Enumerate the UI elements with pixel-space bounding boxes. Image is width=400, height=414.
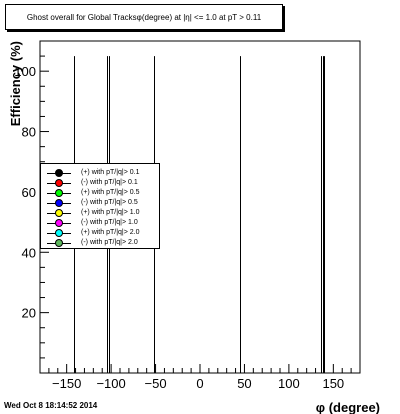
x-tick-label: 150 — [322, 376, 344, 391]
legend-marker — [55, 219, 63, 227]
y-tick-label: 40 — [22, 245, 36, 260]
legend-marker — [55, 229, 63, 237]
legend-label: (+) with pT/|q|> 2.0 — [81, 229, 140, 236]
legend-entry: (-) with pT/|q|> 0.1 — [41, 178, 161, 188]
legend-entry: (-) with pT/|q|> 1.0 — [41, 218, 161, 228]
legend-label: (-) with pT/|q|> 0.1 — [81, 179, 138, 186]
legend-label: (+) with pT/|q|> 1.0 — [81, 209, 140, 216]
legend-entry: (+) with pT/|q|> 0.5 — [41, 188, 161, 198]
y-tick-label: 20 — [22, 306, 36, 321]
legend-marker — [55, 179, 63, 187]
y-axis-label: Efficiency (%) — [8, 41, 23, 126]
x-tick-label: −50 — [145, 376, 167, 391]
chart-title-box: Ghost overall for Global Tracksφ(degree)… — [5, 4, 283, 30]
y-tick-label: 100 — [14, 64, 36, 79]
legend-entry: (+) with pT/|q|> 1.0 — [41, 208, 161, 218]
legend-entry: (+) with pT/|q|> 0.1 — [41, 168, 161, 178]
legend-entry: (-) with pT/|q|> 2.0 — [41, 238, 161, 248]
x-tick-label: 50 — [237, 376, 251, 391]
legend-marker — [55, 189, 63, 197]
x-tick-label: −100 — [96, 376, 125, 391]
x-tick-label: 0 — [196, 376, 203, 391]
legend-entry: (+) with pT/|q|> 2.0 — [41, 228, 161, 238]
x-tick-label: −150 — [52, 376, 81, 391]
y-tick-label: 80 — [22, 125, 36, 140]
legend-label: (-) with pT/|q|> 1.0 — [81, 219, 138, 226]
legend-label: (+) with pT/|q|> 0.5 — [81, 189, 140, 196]
y-tick-label: 60 — [22, 185, 36, 200]
legend-label: (+) with pT/|q|> 0.1 — [81, 169, 140, 176]
legend-marker — [55, 209, 63, 217]
chart-title: Ghost overall for Global Tracksφ(degree)… — [26, 13, 262, 22]
legend-marker — [55, 239, 63, 247]
legend-marker — [55, 169, 63, 177]
x-tick-label: 100 — [278, 376, 300, 391]
legend-label: (-) with pT/|q|> 0.5 — [81, 199, 138, 206]
timestamp: Wed Oct 8 18:14:52 2014 — [4, 401, 98, 410]
legend-label: (-) with pT/|q|> 2.0 — [81, 239, 138, 246]
x-axis-label: φ (degree) — [316, 400, 380, 414]
legend-marker — [55, 199, 63, 207]
legend: (+) with pT/|q|> 0.1 (-) with pT/|q|> 0.1… — [40, 163, 160, 249]
legend-entry: (-) with pT/|q|> 0.5 — [41, 198, 161, 208]
